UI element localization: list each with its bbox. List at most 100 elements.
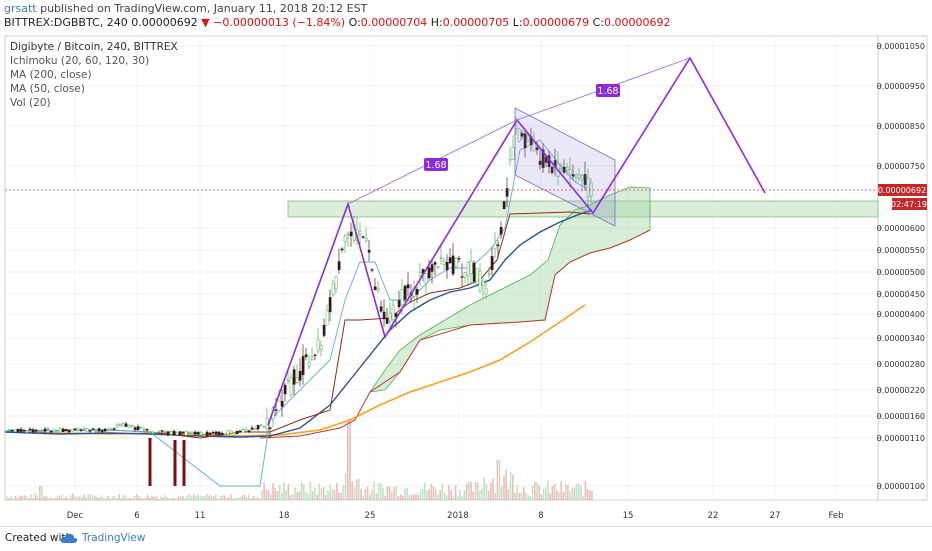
volume-bar — [353, 487, 356, 500]
volume-bar — [380, 483, 382, 500]
volume-bar — [212, 496, 215, 500]
candle-body — [397, 300, 401, 308]
volume-bar — [138, 496, 140, 500]
candle-body — [523, 133, 527, 149]
volume-bar — [124, 495, 127, 500]
volume-bar — [248, 494, 250, 500]
volume-bar — [28, 497, 30, 500]
cloud-lower-span — [259, 229, 651, 439]
volume-bar — [142, 498, 144, 500]
price-tick-label: 0.00000220 — [877, 386, 925, 395]
price-change: −0.00000013 (−1.84%) — [213, 16, 346, 29]
candle-body — [136, 426, 140, 431]
price-tick-label: 0.00000340 — [877, 334, 925, 343]
time-tick-label: 18 — [279, 511, 290, 521]
candle-body — [391, 305, 395, 321]
candle-body — [367, 249, 371, 253]
volume-bar — [19, 495, 21, 500]
volume-bar — [100, 495, 103, 500]
volume-bar — [307, 494, 309, 500]
candle-body — [91, 428, 95, 430]
tradingview-link[interactable]: TradingView — [82, 532, 146, 544]
volume-bar — [54, 497, 56, 500]
volume-bar — [23, 495, 26, 500]
volume-bar — [501, 486, 503, 500]
candle-body — [247, 430, 251, 432]
candle-body — [382, 311, 386, 320]
volume-bar — [569, 491, 571, 500]
candle-body — [142, 429, 146, 431]
volume-bar — [208, 495, 210, 500]
volume-bar — [120, 498, 122, 500]
volume-bar — [584, 480, 587, 500]
volume-bars — [6, 420, 593, 500]
candle-body — [70, 429, 74, 432]
candle-body — [475, 268, 479, 285]
legend-ma50[interactable]: MA (50, close) — [10, 83, 85, 95]
volume-bar — [221, 495, 224, 500]
candle-body — [496, 244, 500, 247]
candle-body — [169, 431, 173, 435]
candle-body — [430, 264, 434, 272]
candles — [7, 117, 593, 439]
publish-info: published on TradingView.com, January 11… — [36, 2, 368, 15]
candle-body — [82, 428, 86, 430]
candle-body — [526, 135, 530, 141]
candle-body — [349, 231, 353, 237]
candle-body — [109, 428, 113, 430]
candle-body — [340, 248, 344, 251]
volume-bar — [351, 481, 353, 500]
candle-body — [25, 430, 29, 433]
candle-body — [439, 257, 443, 259]
volume-bar — [52, 498, 54, 500]
candle-body — [229, 430, 233, 434]
candle-body — [460, 276, 464, 278]
volume-bar — [241, 495, 243, 500]
volume-bar — [591, 490, 593, 500]
volume-bar — [199, 495, 202, 500]
legend-ma200[interactable]: MA (200, close) — [10, 69, 92, 81]
volume-bar — [223, 495, 226, 500]
candle-body — [364, 237, 368, 242]
candle-body — [325, 310, 329, 326]
volume-bar — [179, 495, 182, 500]
price-chart[interactable]: 1.68 1.68 0.00000692 02:47:19 0.00001050… — [0, 0, 932, 526]
candle-body — [244, 429, 248, 432]
price-axis-labels: 0.00001050 0.00000950 0.00000850 0.00000750… — [877, 42, 925, 491]
candle-body — [406, 284, 410, 289]
candle-body — [97, 428, 101, 432]
volume-bar — [6, 496, 8, 500]
candle-body — [220, 432, 224, 435]
volume-bar — [443, 493, 446, 500]
volume-bar — [534, 481, 536, 500]
last-price: 0.00000692 — [131, 16, 198, 29]
legend-ichimoku[interactable]: Ichimoku (20, 60, 120, 30) — [10, 55, 150, 67]
volume-bar — [564, 483, 567, 500]
volume-bar — [404, 488, 406, 500]
time-tick-label: Dec — [67, 511, 84, 521]
legend-vol[interactable]: Vol (20) — [10, 97, 51, 109]
volume-bar — [83, 494, 85, 500]
volume-bar — [129, 497, 131, 500]
author-link[interactable]: grsatt — [4, 2, 37, 15]
volume-bar — [175, 498, 177, 500]
candle-body — [319, 345, 323, 350]
candle-body — [505, 188, 509, 197]
candle-body — [184, 431, 188, 436]
candle-body — [427, 267, 431, 279]
candle-body — [511, 147, 515, 160]
open-label: O: — [348, 16, 361, 29]
candle-body — [502, 201, 506, 209]
volume-bar — [34, 493, 37, 500]
candle-body — [16, 429, 20, 432]
volume-bar — [575, 483, 578, 500]
candle-body — [451, 255, 455, 275]
candle-body — [235, 430, 239, 435]
candle-body — [280, 400, 284, 407]
volume-bar — [157, 498, 160, 500]
volume-bar — [98, 497, 100, 500]
candle-body — [589, 182, 593, 197]
candle-body — [301, 356, 305, 376]
price-tick-label: 0.00000600 — [877, 224, 925, 233]
ichimoku-conversion-line — [4, 139, 591, 487]
